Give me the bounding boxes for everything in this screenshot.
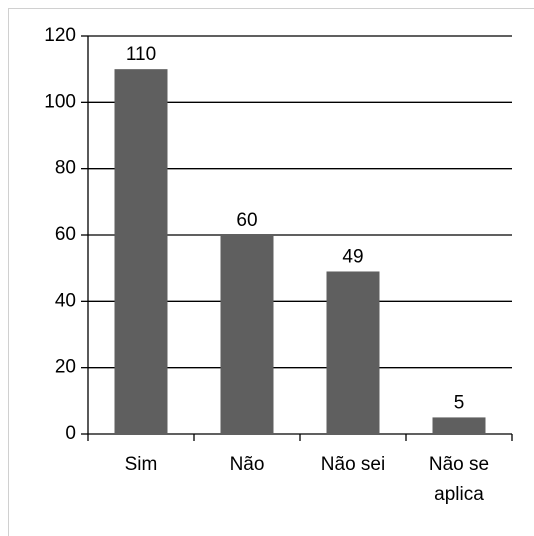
- chart-frame: [8, 8, 534, 536]
- data-label: 60: [236, 210, 257, 231]
- y-tick-label: 80: [55, 158, 76, 179]
- bar: [114, 69, 168, 435]
- bar: [326, 271, 380, 434]
- x-tick-label: Não se aplica: [428, 454, 490, 505]
- x-tick-label: Não sei: [320, 454, 386, 475]
- y-tick-label: 40: [55, 290, 76, 311]
- data-label: 49: [342, 246, 363, 267]
- y-tick-label: 60: [55, 224, 76, 245]
- bar: [432, 417, 486, 434]
- x-tick-label: Sim: [124, 454, 158, 475]
- bar: [220, 235, 274, 434]
- data-label: 5: [454, 392, 465, 413]
- data-label: 110: [126, 44, 156, 65]
- y-tick-label: 20: [55, 357, 76, 378]
- y-tick-label: 0: [65, 423, 76, 444]
- y-tick-label: 120: [44, 25, 76, 46]
- y-tick-label: 100: [44, 91, 76, 112]
- x-tick-label: Não: [229, 454, 265, 475]
